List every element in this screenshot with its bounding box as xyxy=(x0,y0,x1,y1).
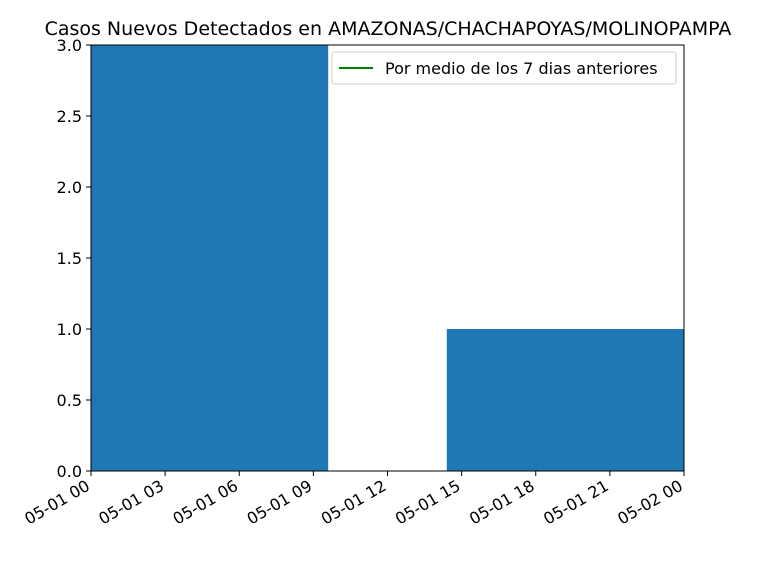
y-tick-label: 1.5 xyxy=(57,249,82,268)
x-axis: 05-01 00 05-01 03 05-01 06 05-01 09 05-01 12… xyxy=(21,471,686,528)
y-tick-label: 3.0 xyxy=(57,36,82,55)
x-tick-label: 05-01 03 xyxy=(95,476,167,528)
plot-frame xyxy=(90,44,685,472)
x-tick-label: 05-01 09 xyxy=(244,476,316,528)
bar-1 xyxy=(446,329,684,471)
x-tick-label: 05-01 00 xyxy=(21,476,93,528)
chart-title: Casos Nuevos Detectados en AMAZONAS/CHAC… xyxy=(45,18,732,40)
x-tick-label: 05-01 21 xyxy=(540,476,612,528)
legend-box xyxy=(331,51,677,85)
y-tick-label: 0.0 xyxy=(57,462,82,481)
y-axis: 0.0 0.5 1.0 1.5 2.0 2.5 3.0 xyxy=(57,36,91,481)
x-tick-label: 05-01 15 xyxy=(392,476,464,528)
y-tick-label: 1.0 xyxy=(57,320,82,339)
x-tick-label: 05-01 06 xyxy=(169,476,241,528)
legend: Por medio de los 7 dias anteriores xyxy=(331,51,677,85)
x-tick-label: 05-01 18 xyxy=(466,476,538,528)
y-tick-label: 2.5 xyxy=(57,107,82,126)
y-tick-label: 0.5 xyxy=(57,391,82,410)
bar-0 xyxy=(91,45,329,471)
bars-layer xyxy=(91,45,684,471)
y-tick-label: 2.0 xyxy=(57,178,82,197)
legend-label: Por medio de los 7 dias anteriores xyxy=(385,59,658,78)
x-tick-label: 05-01 12 xyxy=(318,476,390,528)
x-tick-label: 05-02 00 xyxy=(614,476,686,528)
